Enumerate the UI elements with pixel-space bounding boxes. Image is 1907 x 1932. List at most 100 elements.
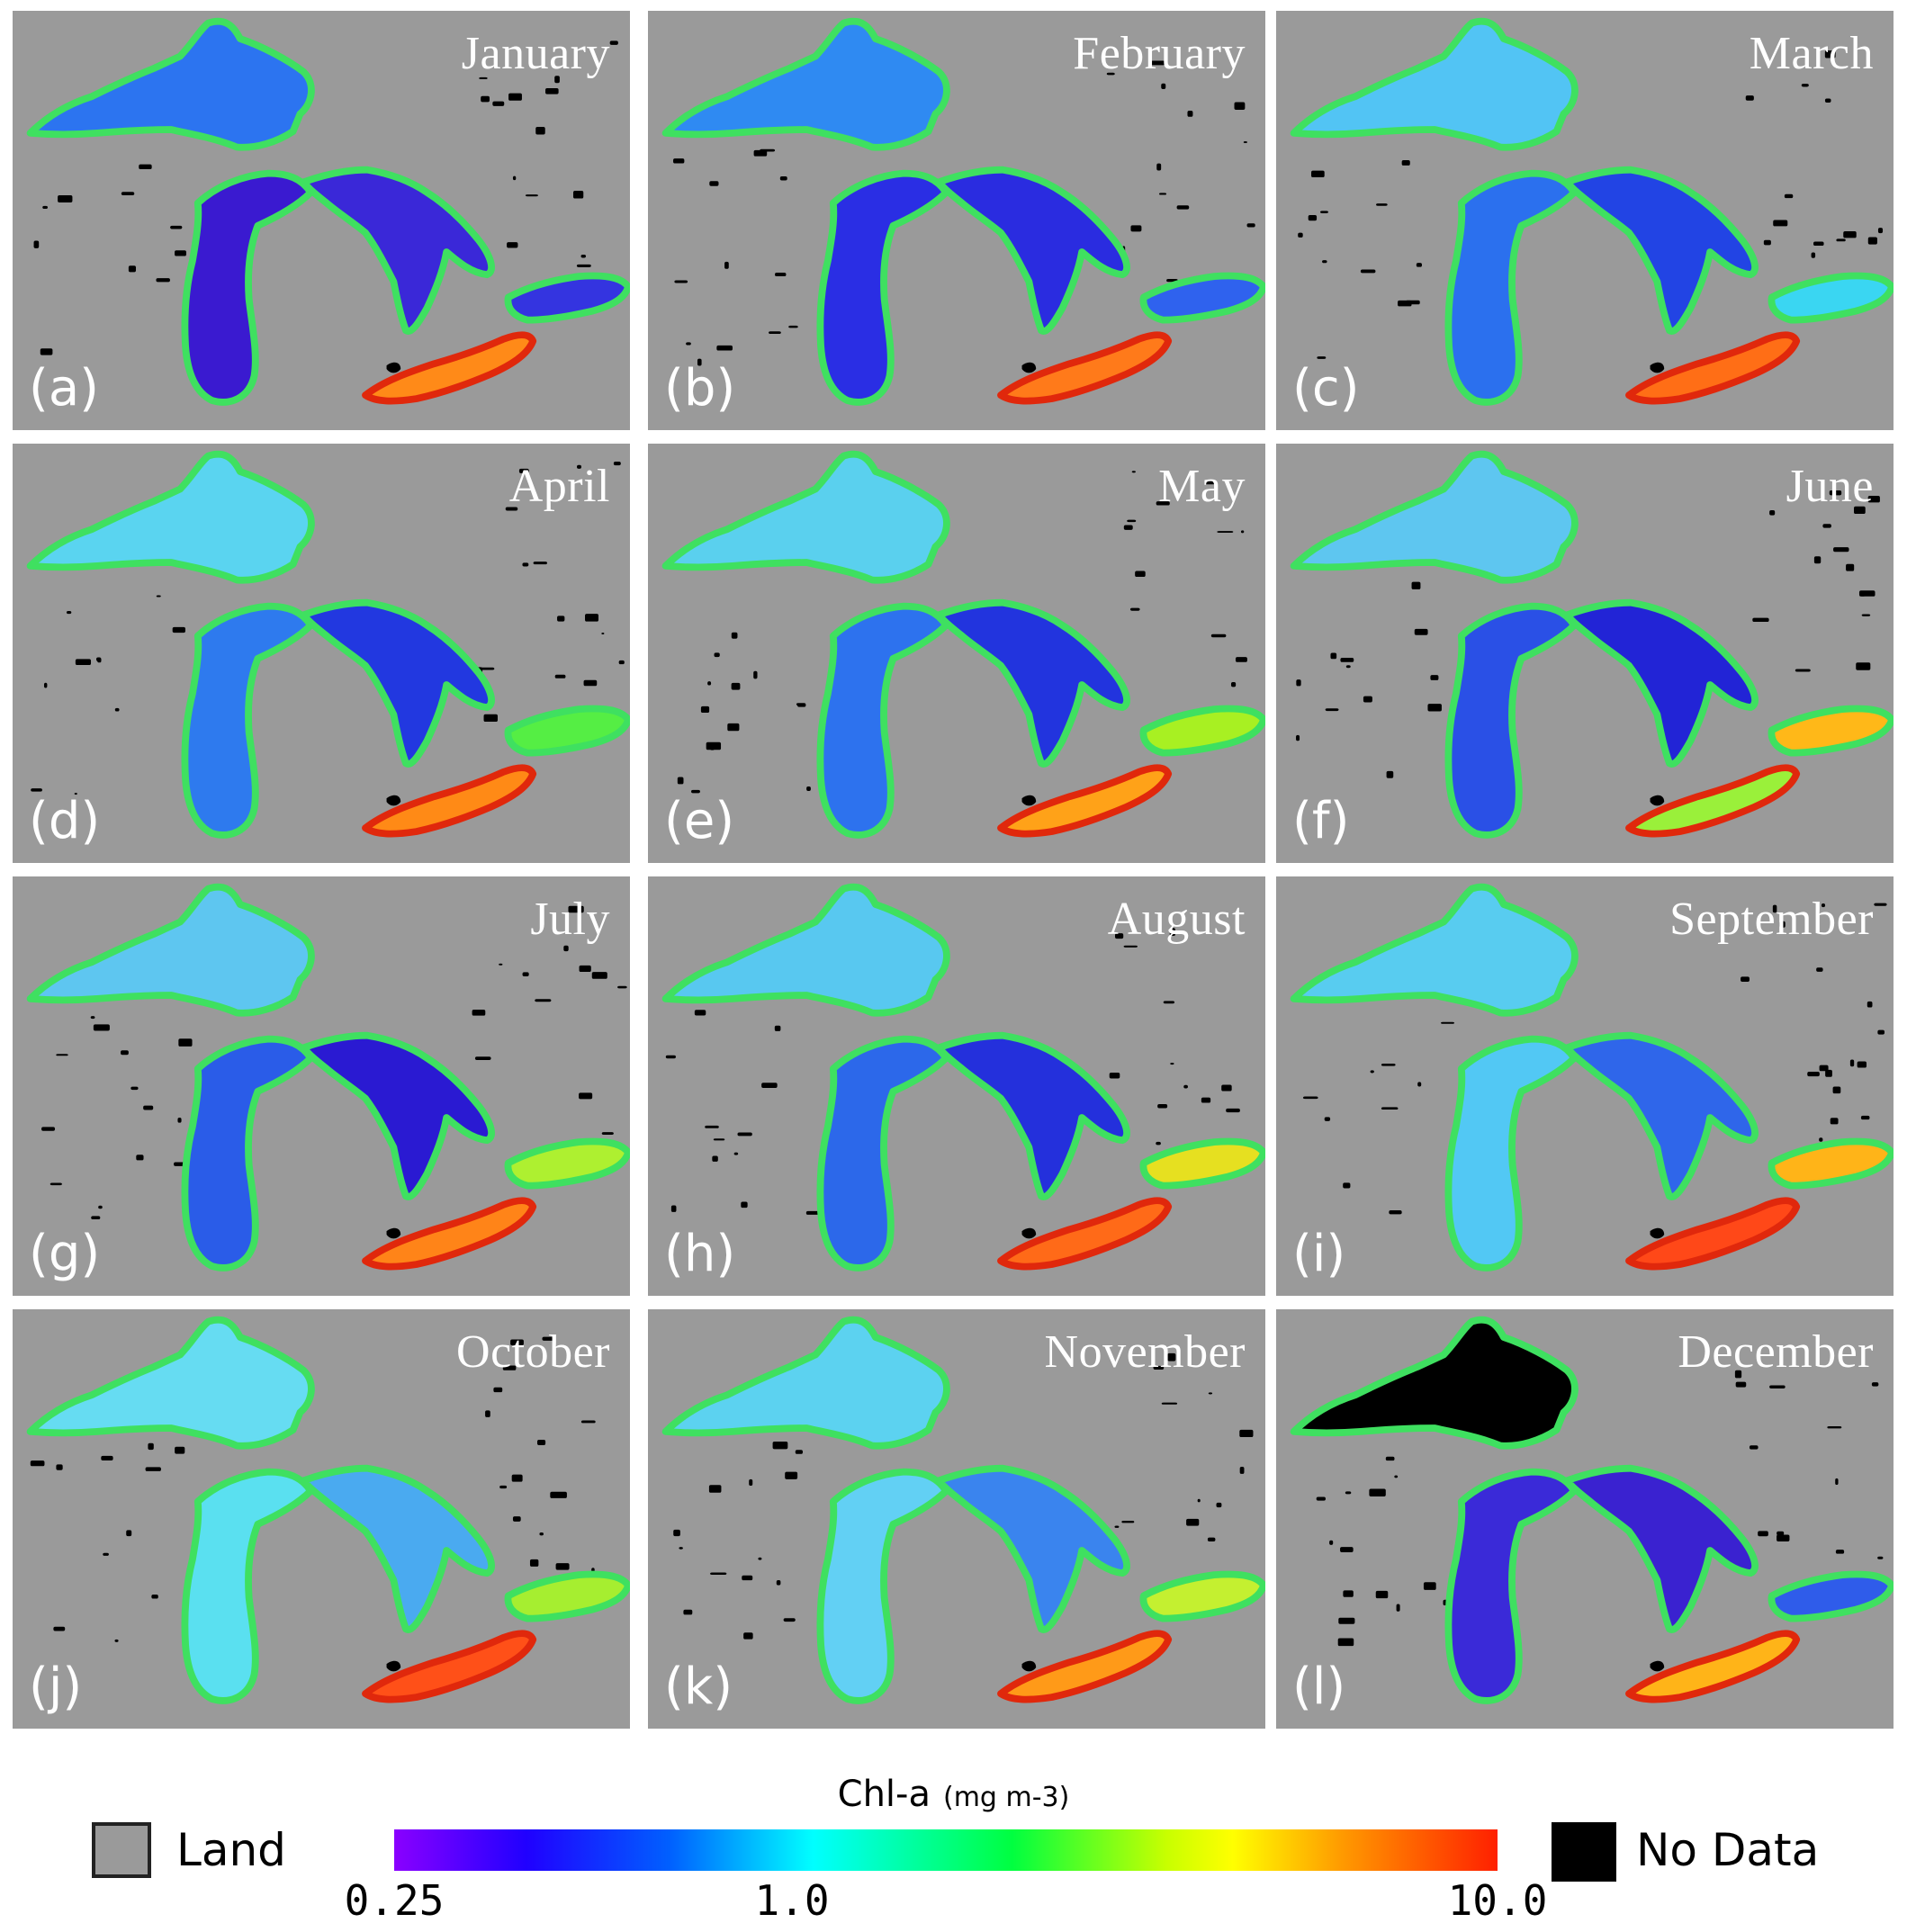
lake-huron	[1563, 1031, 1759, 1200]
month-label: January	[461, 28, 610, 79]
lake-huron	[935, 598, 1130, 768]
lake-erie	[1625, 1197, 1801, 1271]
inland-water-specks	[677, 471, 1247, 794]
inland-water-specks	[1302, 903, 1887, 1215]
lake-michigan	[181, 1035, 315, 1272]
colorbar-title: Chl-a (mg m-3)	[0, 1774, 1907, 1815]
lake-erie	[1625, 331, 1801, 405]
lake-erie	[362, 331, 537, 405]
lake-erie	[997, 331, 1173, 405]
lake-erie	[997, 764, 1173, 838]
great-lakes-map	[661, 883, 1265, 1272]
map-panel-june: June (f)	[1276, 444, 1894, 863]
lake-ontario	[504, 1570, 630, 1622]
lake-ontario	[1768, 705, 1894, 757]
lake-st-clair	[1021, 362, 1037, 373]
lake-st-clair	[1650, 1660, 1665, 1672]
colorbar-tick-mid: 1.0	[754, 1876, 830, 1925]
great-lakes-map	[1290, 883, 1894, 1272]
lake-michigan	[816, 169, 950, 406]
panel-letter: (h)	[664, 1225, 736, 1283]
panel-letter: (c)	[1292, 359, 1360, 418]
lake-superior	[661, 17, 950, 151]
map-panel-january: January (a)	[13, 11, 630, 430]
great-lakes-map	[26, 450, 630, 839]
lake-ontario	[1139, 1137, 1265, 1190]
lake-huron	[1563, 166, 1759, 335]
panel-letter: (i)	[1292, 1225, 1346, 1283]
lake-michigan	[816, 1468, 950, 1704]
lake-michigan	[1444, 602, 1579, 839]
map-panel-february: February (b)	[648, 11, 1265, 430]
land-swatch	[92, 1822, 151, 1878]
legend: Land Chl-a (mg m-3) 0.25 1.0 10.0 No Data	[0, 1741, 1907, 1932]
great-lakes-map	[26, 883, 630, 1272]
great-lakes-map	[661, 1316, 1265, 1704]
no-data-swatch	[1552, 1822, 1616, 1882]
month-label: September	[1669, 894, 1874, 945]
lake-huron	[935, 1031, 1130, 1200]
lake-ontario	[1139, 705, 1265, 757]
inland-water-specks	[30, 1336, 596, 1642]
colorbar-tick-max: 10.0	[1447, 1876, 1548, 1925]
month-label: October	[456, 1326, 610, 1378]
lake-michigan	[1444, 1468, 1579, 1704]
lake-michigan	[1444, 1035, 1579, 1272]
lake-st-clair	[386, 1227, 401, 1239]
month-label: July	[530, 894, 610, 945]
panel-letter: (f)	[1292, 792, 1350, 850]
lake-superior	[661, 450, 950, 584]
great-lakes-map	[26, 1316, 630, 1704]
lake-superior	[1290, 1316, 1579, 1450]
lake-superior	[661, 883, 950, 1017]
inland-water-specks	[41, 905, 627, 1220]
lake-st-clair	[386, 362, 401, 373]
map-panel-april: April (d)	[13, 444, 630, 863]
colorbar-tick-min: 0.25	[344, 1876, 445, 1925]
great-lakes-map	[661, 17, 1265, 406]
lake-huron	[300, 598, 495, 768]
lake-st-clair	[1650, 795, 1665, 806]
lake-ontario	[1768, 1570, 1894, 1622]
panel-letter: (e)	[664, 792, 735, 850]
lake-st-clair	[1021, 1660, 1037, 1672]
lake-ontario	[1768, 272, 1894, 324]
map-panel-march: March (c)	[1276, 11, 1894, 430]
lake-ontario	[1768, 1137, 1894, 1190]
panel-letter: (g)	[29, 1225, 101, 1283]
lake-ontario	[1139, 272, 1265, 324]
panel-letter: (j)	[29, 1658, 83, 1716]
month-label: February	[1073, 28, 1246, 79]
map-panel-december: December (l)	[1276, 1309, 1894, 1729]
lake-erie	[362, 1630, 537, 1703]
lake-erie	[362, 1197, 537, 1271]
inland-water-specks	[1296, 490, 1880, 778]
lake-superior	[1290, 883, 1579, 1017]
lake-ontario	[504, 1137, 630, 1190]
monthly-map-grid: January (a) February (b) March (c)	[13, 11, 1894, 1729]
great-lakes-map	[661, 450, 1265, 839]
lake-superior	[26, 17, 315, 151]
lake-superior	[26, 450, 315, 584]
panel-letter: (b)	[664, 359, 736, 418]
inland-water-specks	[673, 1352, 1254, 1640]
lake-huron	[935, 1464, 1130, 1633]
month-label: April	[508, 461, 610, 512]
lake-superior	[1290, 450, 1579, 584]
panel-letter: (d)	[29, 792, 101, 850]
colorbar-unit: (mg m-3)	[942, 1782, 1070, 1813]
month-label: June	[1786, 461, 1874, 512]
lake-erie	[362, 764, 537, 838]
lake-ontario	[504, 272, 630, 324]
lake-michigan	[181, 169, 315, 406]
lake-erie	[1625, 1630, 1801, 1703]
month-label: November	[1044, 1326, 1246, 1378]
lake-michigan	[1444, 169, 1579, 406]
lake-ontario	[1139, 1570, 1265, 1622]
great-lakes-map	[1290, 450, 1894, 839]
map-panel-september: September (i)	[1276, 876, 1894, 1296]
lake-huron	[1563, 598, 1759, 768]
month-label: August	[1107, 894, 1246, 945]
map-panel-july: July (g)	[13, 876, 630, 1296]
lake-st-clair	[386, 795, 401, 806]
